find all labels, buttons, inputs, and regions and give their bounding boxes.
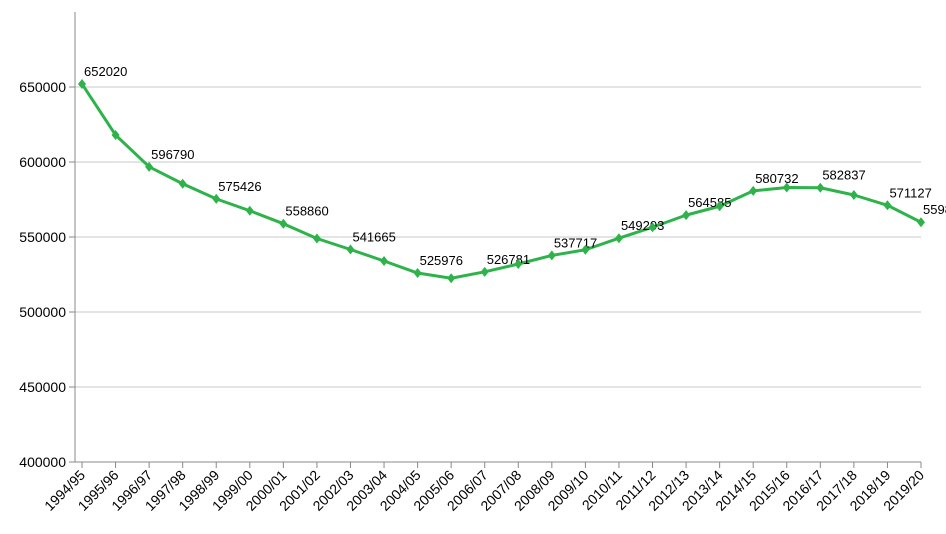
marker — [480, 266, 489, 277]
data-label: 559846 — [923, 202, 946, 217]
marker — [514, 259, 523, 269]
data-label: 575426 — [218, 179, 261, 194]
marker — [111, 130, 120, 140]
marker — [547, 250, 556, 261]
marker — [413, 268, 422, 279]
data-label: 596790 — [151, 147, 194, 162]
marker — [715, 201, 724, 212]
marker — [346, 244, 355, 255]
line — [80, 83, 922, 280]
data-label: 571127 — [889, 185, 931, 200]
marker — [917, 217, 925, 228]
y-tick-label: 600000 — [19, 154, 66, 170]
marker — [816, 182, 825, 193]
marker — [782, 182, 791, 193]
marker — [279, 218, 288, 229]
marker — [883, 200, 892, 211]
marker — [849, 190, 858, 200]
marker — [581, 244, 590, 255]
data-label: 541665 — [352, 230, 395, 245]
data-label: 564585 — [688, 195, 731, 210]
marker — [78, 78, 86, 89]
data-label: 537717 — [554, 235, 597, 250]
data-label: 525976 — [420, 253, 463, 268]
marker — [380, 256, 389, 266]
marker — [447, 273, 456, 284]
marker — [312, 233, 321, 244]
data-label: 652020 — [84, 64, 127, 79]
marker — [145, 161, 154, 172]
marker — [682, 210, 691, 221]
data-label: 558860 — [285, 204, 328, 219]
y-tick-label: 650000 — [19, 79, 66, 95]
y-tick-label: 450000 — [19, 379, 66, 395]
data-label: 526781 — [487, 252, 530, 267]
y-tick-label: 400000 — [19, 454, 66, 470]
marker — [614, 233, 623, 244]
data-label: 549203 — [621, 218, 664, 233]
y-tick-label: 500000 — [19, 304, 66, 320]
marker — [749, 185, 758, 196]
y-tick-label: 550000 — [19, 229, 66, 245]
marker — [212, 193, 221, 204]
marker — [648, 222, 657, 233]
marker — [178, 178, 187, 189]
marker — [245, 205, 254, 216]
data-label: 580732 — [755, 171, 798, 186]
data-label: 582837 — [822, 168, 865, 183]
